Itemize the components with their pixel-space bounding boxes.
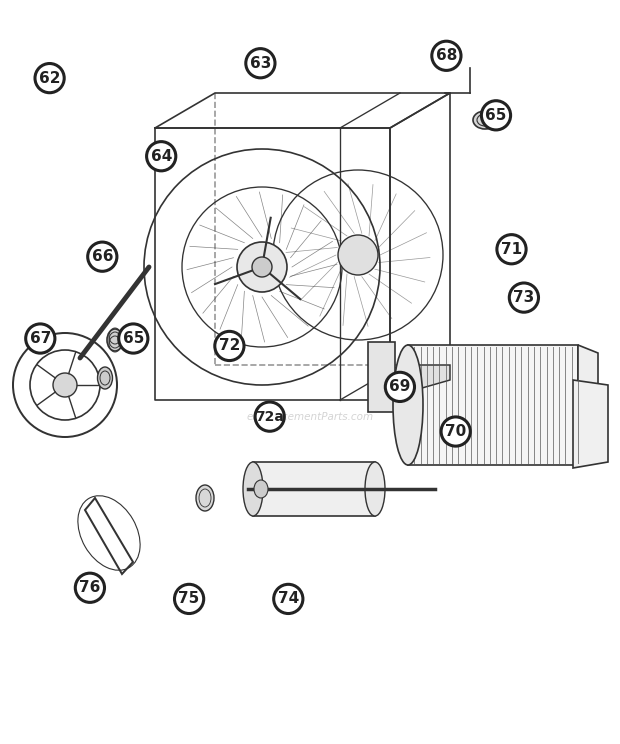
- Text: eReplacementParts.com: eReplacementParts.com: [246, 411, 374, 422]
- Text: 75: 75: [179, 591, 200, 606]
- Circle shape: [481, 100, 511, 130]
- Polygon shape: [405, 365, 450, 415]
- Ellipse shape: [393, 345, 423, 465]
- Circle shape: [146, 141, 176, 171]
- Ellipse shape: [365, 462, 385, 516]
- Text: 74: 74: [278, 591, 299, 606]
- Circle shape: [237, 242, 287, 292]
- Polygon shape: [573, 380, 608, 468]
- Circle shape: [273, 584, 303, 614]
- Circle shape: [174, 584, 204, 614]
- Text: 63: 63: [250, 56, 271, 71]
- Text: 70: 70: [445, 424, 466, 439]
- Text: 65: 65: [123, 331, 144, 346]
- Text: 66: 66: [92, 249, 113, 264]
- Circle shape: [53, 373, 77, 397]
- Ellipse shape: [196, 485, 214, 511]
- Ellipse shape: [254, 480, 268, 498]
- Text: 71: 71: [501, 242, 522, 257]
- Ellipse shape: [107, 329, 123, 351]
- Text: 64: 64: [151, 149, 172, 164]
- Circle shape: [338, 235, 378, 275]
- Ellipse shape: [97, 367, 112, 389]
- Circle shape: [25, 324, 55, 353]
- Text: 72: 72: [219, 339, 240, 353]
- Ellipse shape: [243, 462, 263, 516]
- Text: 67: 67: [30, 331, 51, 346]
- Polygon shape: [368, 342, 412, 412]
- Polygon shape: [253, 462, 375, 516]
- Text: 69: 69: [389, 379, 410, 394]
- Text: 65: 65: [485, 108, 507, 123]
- Polygon shape: [578, 345, 598, 465]
- Ellipse shape: [473, 111, 497, 129]
- Circle shape: [432, 41, 461, 71]
- Text: 76: 76: [79, 580, 100, 595]
- Circle shape: [252, 257, 272, 277]
- Circle shape: [441, 417, 471, 446]
- Circle shape: [87, 242, 117, 272]
- Circle shape: [118, 324, 148, 353]
- Circle shape: [215, 331, 244, 361]
- Text: 72a: 72a: [255, 410, 284, 423]
- Circle shape: [35, 63, 64, 93]
- Circle shape: [385, 372, 415, 402]
- Text: 73: 73: [513, 290, 534, 305]
- Text: 68: 68: [436, 48, 457, 63]
- Circle shape: [509, 283, 539, 312]
- Polygon shape: [408, 345, 578, 465]
- Circle shape: [75, 573, 105, 603]
- Text: 62: 62: [39, 71, 60, 86]
- Circle shape: [497, 234, 526, 264]
- Circle shape: [255, 402, 285, 432]
- Circle shape: [246, 48, 275, 78]
